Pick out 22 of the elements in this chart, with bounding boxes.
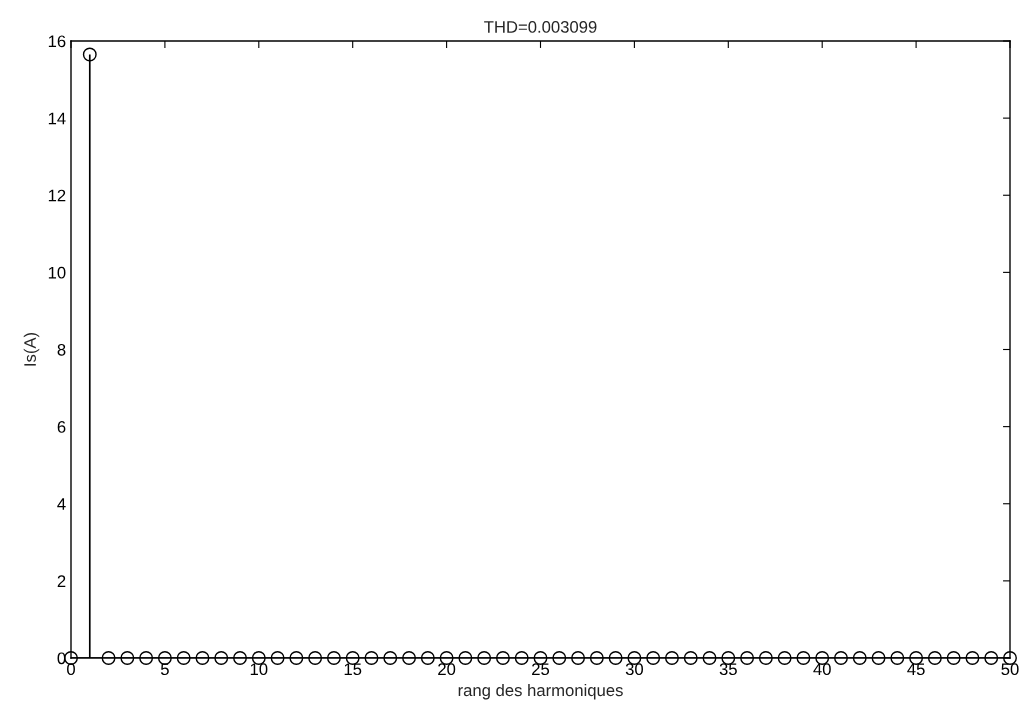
y-tick-label: 10: [48, 266, 66, 279]
y-tick-label: 14: [48, 112, 66, 125]
x-tick-label: 30: [625, 663, 644, 676]
x-tick-label: 25: [532, 663, 550, 676]
x-tick-label: 45: [907, 663, 925, 676]
x-tick-label: 35: [719, 663, 737, 676]
y-tick-label: 12: [48, 189, 66, 202]
x-tick-label: 0: [67, 663, 75, 676]
x-tick-label: 15: [344, 663, 362, 676]
chart-title: THD=0.003099: [484, 21, 597, 33]
x-tick-label: 5: [160, 663, 169, 676]
x-tick-label: 10: [250, 663, 268, 676]
y-tick-label: 6: [57, 421, 66, 433]
y-axis-title: Is(A): [23, 332, 40, 366]
x-axis-title: rang des harmoniques: [458, 683, 623, 700]
y-tick-label: 4: [57, 498, 66, 510]
y-tick-label: 2: [57, 575, 66, 587]
y-tick-label: 8: [57, 343, 66, 356]
x-tick-label: 20: [438, 663, 456, 676]
y-tick-label: 16: [48, 35, 66, 48]
x-tick-label: 50: [1001, 663, 1019, 676]
x-tick-label: 40: [813, 663, 831, 676]
